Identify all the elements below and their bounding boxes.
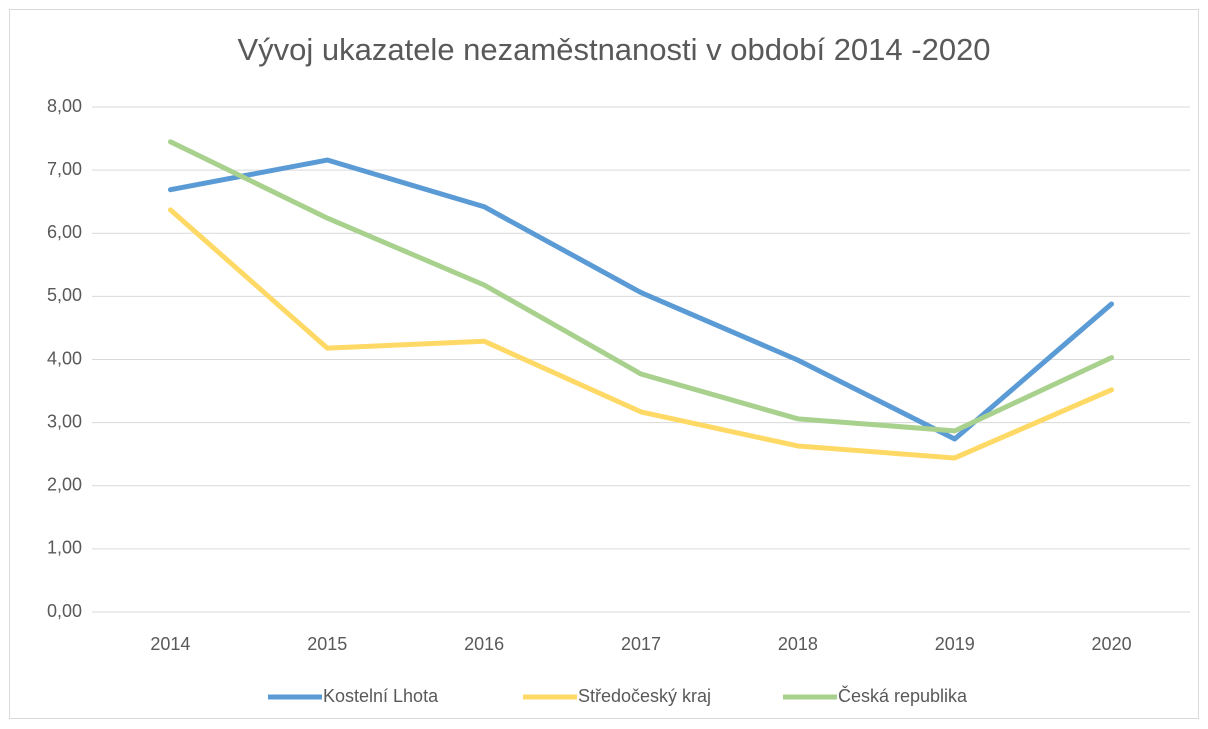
line-series	[167, 207, 1115, 461]
x-tick-label: 2019	[935, 634, 975, 654]
y-tick-label: 3,00	[47, 411, 82, 431]
y-tick-label: 0,00	[47, 601, 82, 621]
chart-title: Vývoj ukazatele nezaměstnanosti v období…	[237, 32, 990, 67]
y-tick-label: 2,00	[47, 475, 82, 495]
x-tick-label: 2017	[621, 634, 661, 654]
y-tick-label: 1,00	[47, 538, 82, 558]
x-tick-label: 2015	[307, 634, 347, 654]
y-tick-label: 7,00	[47, 159, 82, 179]
x-tick-label: 2020	[1092, 634, 1132, 654]
y-tick-label: 4,00	[47, 348, 82, 368]
y-tick-label: 6,00	[47, 222, 82, 242]
x-tick-label: 2014	[150, 634, 190, 654]
x-tick-label: 2016	[464, 634, 504, 654]
legend-label: Středočeský kraj	[578, 686, 711, 706]
chart-border	[9, 9, 1199, 719]
line-series	[167, 157, 1115, 442]
y-tick-label: 5,00	[47, 285, 82, 305]
legend-label: Kostelní Lhota	[323, 686, 439, 706]
line-series	[167, 139, 1115, 434]
y-tick-label: 8,00	[47, 96, 82, 116]
x-tick-label: 2018	[778, 634, 818, 654]
legend-label: Česká republika	[838, 685, 968, 706]
